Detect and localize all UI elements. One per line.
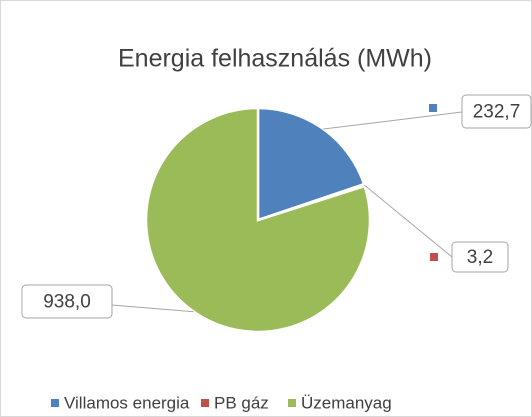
data-label: 232,7 [473,102,521,123]
legend-label: Üzemanyag [301,393,392,412]
legend-marker [51,399,59,407]
label-box [451,241,509,273]
label-marker [429,104,437,112]
label-marker [430,253,438,261]
legend-label: PB gáz [214,393,269,412]
leader-line [323,111,463,130]
legend-marker [288,399,296,407]
legend-marker [201,399,209,407]
pie-slice [144,106,372,334]
data-label: 938,0 [43,292,91,313]
legend-label: Villamos energia [64,393,190,412]
data-label: 3,2 [467,247,493,268]
label-box [21,284,113,319]
chart-title: Energia felhasználás (MWh) [118,45,432,73]
leader-line [111,304,194,313]
leader-line [364,184,453,258]
label-box [461,94,532,129]
